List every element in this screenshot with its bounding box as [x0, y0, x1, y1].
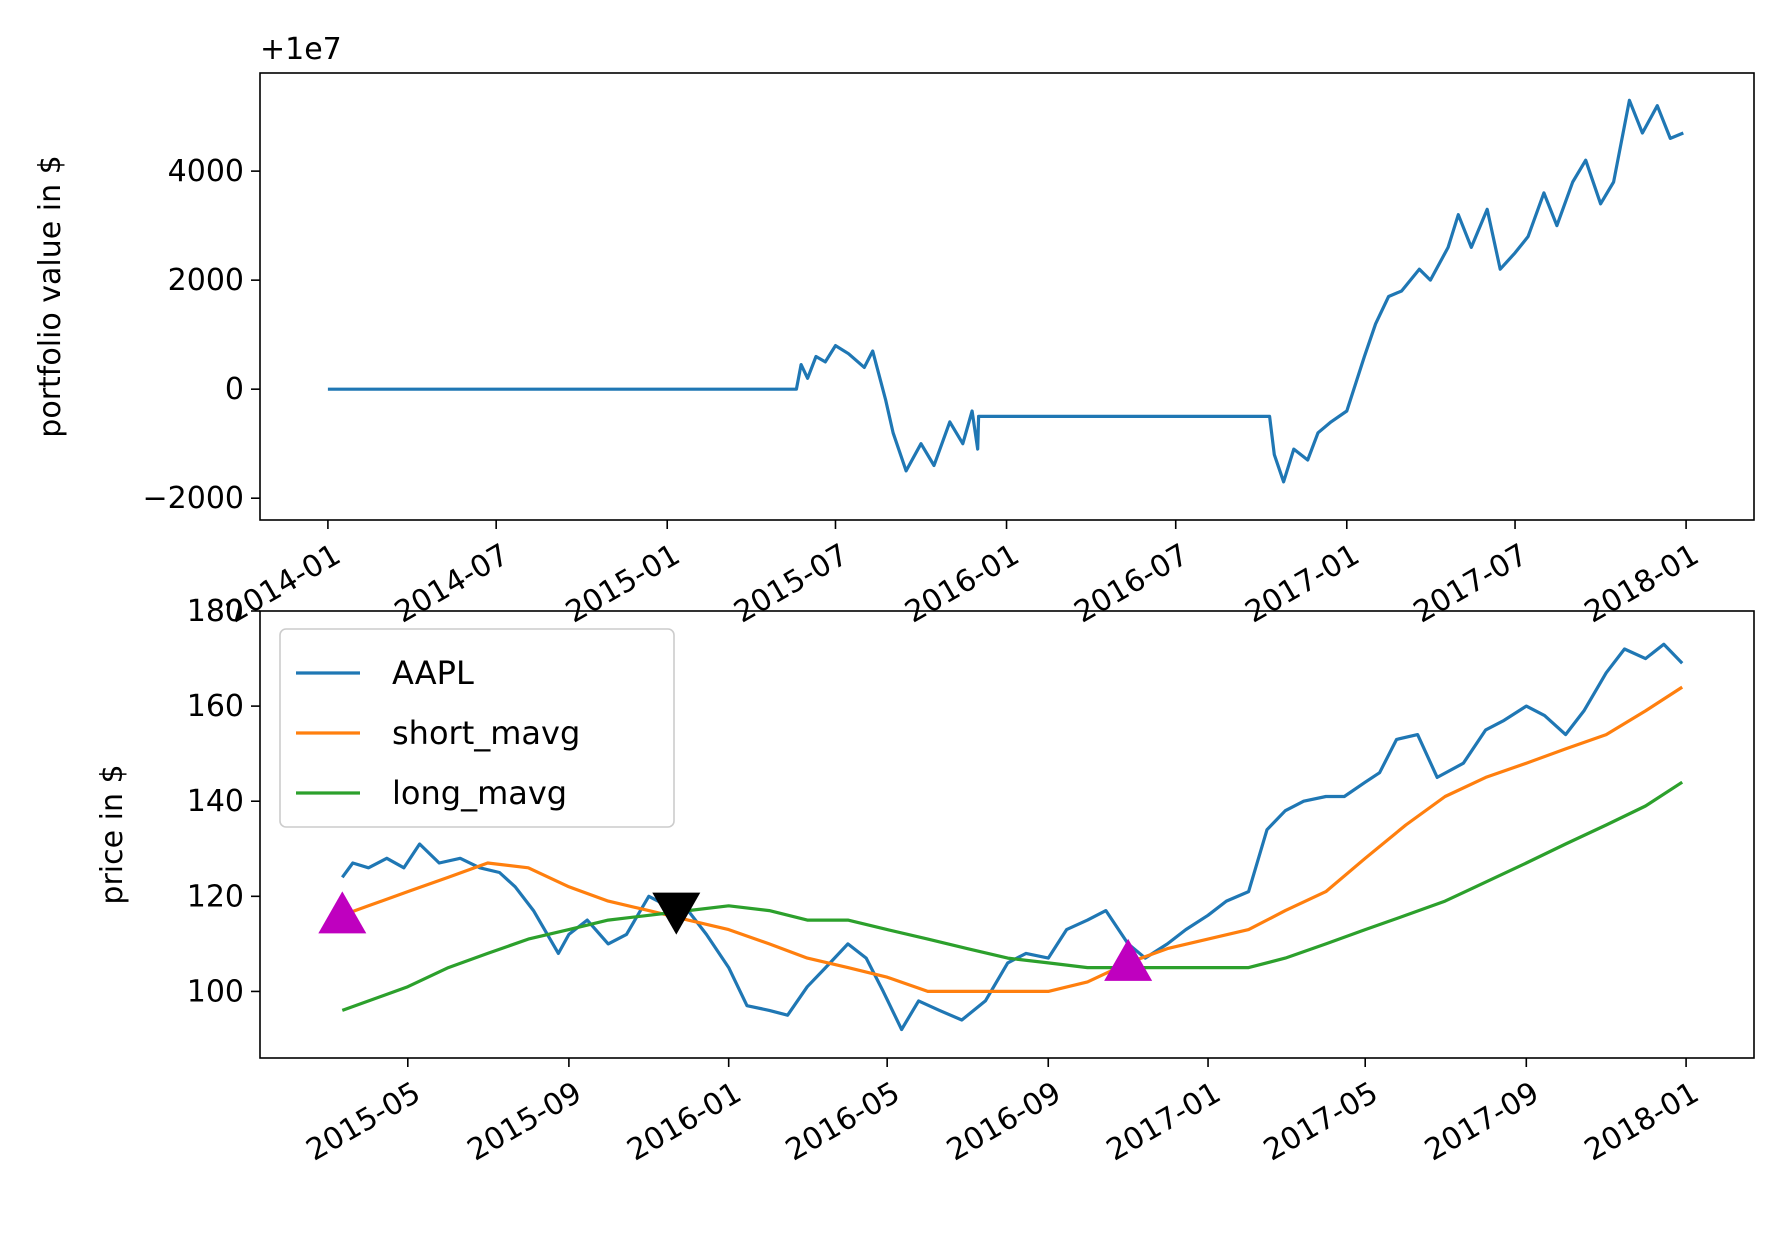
legend-label-short-mavg: short_mavg: [392, 714, 580, 752]
x-tick-label: 2014-07: [389, 537, 515, 630]
buy-marker-0: [318, 891, 367, 934]
buy-marker-2: [1104, 938, 1153, 981]
y-tick-label: 2000: [168, 263, 244, 298]
x-tick-label: 2017-05: [1258, 1075, 1384, 1168]
short-mavg-line: [341, 685, 1684, 994]
y-tick-label: 100: [187, 974, 244, 1009]
y-tick-label: 180: [187, 594, 244, 629]
x-tick-label: 2015-09: [462, 1075, 588, 1168]
x-tick-label: 2016-05: [780, 1075, 906, 1168]
x-tick-label: 2015-01: [560, 537, 686, 630]
offset-text: +1e7: [260, 32, 342, 67]
series-group: [327, 98, 1684, 484]
y-axis-label: price in $: [95, 764, 130, 904]
x-tick-label: 2017-09: [1419, 1075, 1545, 1168]
x-tick-label: 2016-07: [1068, 537, 1194, 630]
x-tick-label: 2018-01: [1579, 537, 1705, 630]
series-group: [341, 642, 1684, 1032]
x-tick-label: 2017-07: [1408, 537, 1534, 630]
y-tick-label: 160: [187, 689, 244, 724]
price-plot: 100 120 140 160 180 2015-05 2015-09 2016-01 2016…: [95, 594, 1755, 1168]
y-axis-label: portfolio value in $: [33, 155, 68, 437]
legend-label-long-mavg: long_mavg: [392, 774, 567, 812]
legend-box: [279, 628, 675, 828]
long-mavg-line: [341, 780, 1684, 1012]
y-tick-label: 120: [187, 879, 244, 914]
axes-frame: [259, 610, 1755, 1059]
portfolio-value-line: [327, 98, 1684, 484]
y-tick-label: −2000: [143, 481, 244, 516]
y-tick-label: 0: [225, 372, 244, 407]
axes-frame: [259, 72, 1755, 521]
aapl-line: [341, 642, 1684, 1032]
legend-label-aapl: AAPL: [392, 654, 474, 692]
x-tick-label: 2018-01: [1579, 1075, 1705, 1168]
y-tick-label: 140: [187, 784, 244, 819]
x-tick-label: 2017-01: [1240, 537, 1366, 630]
x-tick-label: 2015-07: [728, 537, 854, 630]
x-tick-label: 2016-01: [899, 537, 1025, 630]
x-tick-label: 2016-01: [621, 1075, 747, 1168]
sell-marker-1: [652, 892, 701, 935]
y-tick-label: 4000: [168, 154, 244, 189]
x-tick-label: 2015-05: [301, 1075, 427, 1168]
x-tick-label: 2016-09: [941, 1075, 1067, 1168]
x-tick-label: 2017-01: [1101, 1075, 1227, 1168]
